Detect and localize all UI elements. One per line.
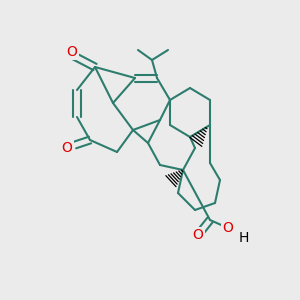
Text: H: H	[239, 231, 249, 245]
Text: O: O	[223, 221, 233, 235]
Text: O: O	[61, 141, 72, 155]
Text: O: O	[193, 228, 203, 242]
Text: O: O	[67, 45, 77, 59]
